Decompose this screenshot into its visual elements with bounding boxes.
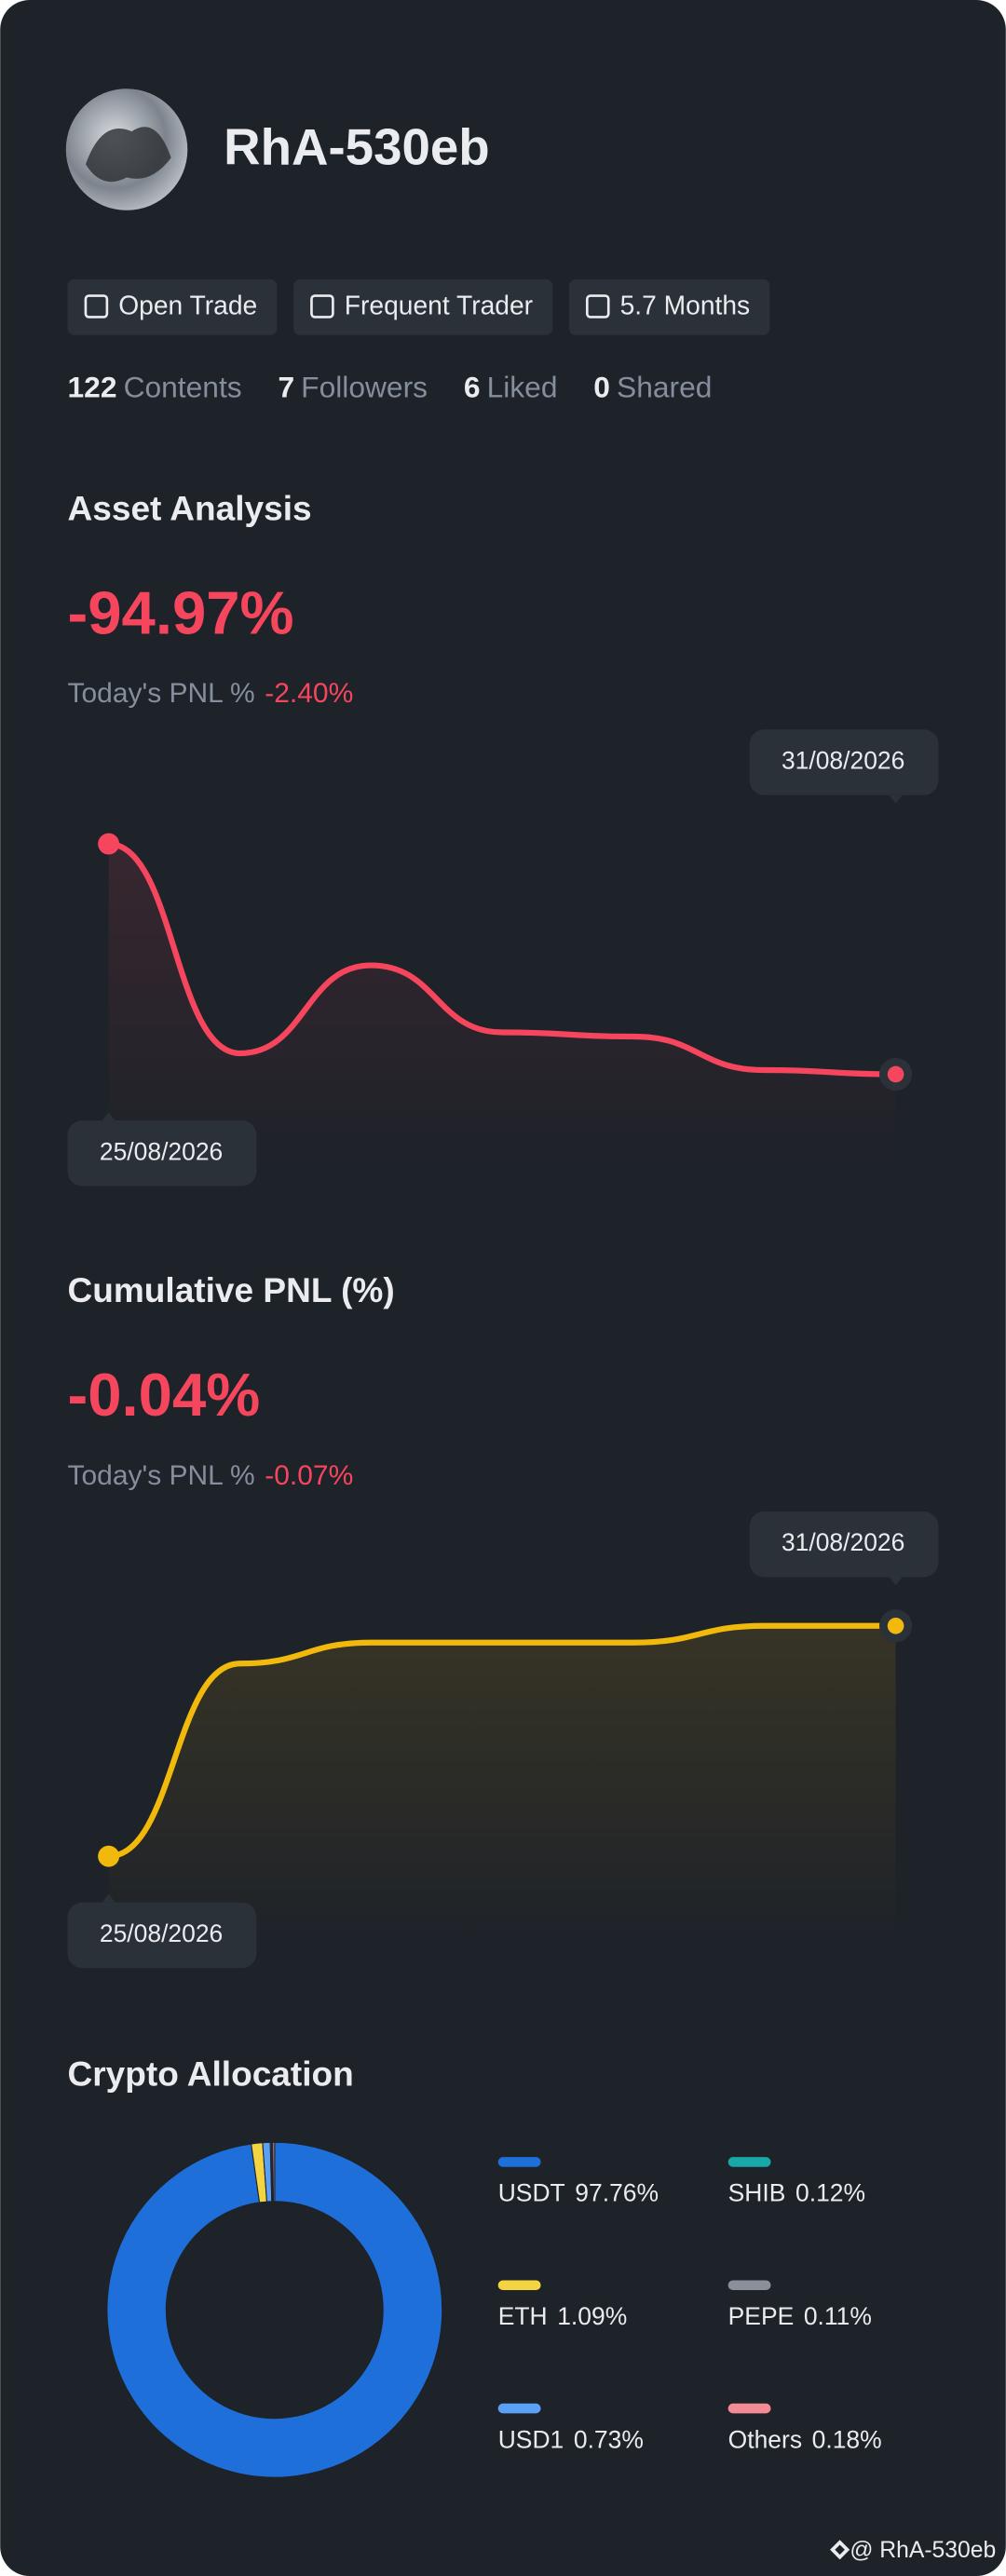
start-point (98, 833, 120, 855)
badge-label: Open Trade (118, 290, 257, 319)
badges: Open Trade Frequent Trader 5.7 Months (67, 278, 770, 335)
tooltip-pointer (889, 1577, 903, 1586)
legend-swatch (727, 2403, 771, 2414)
badge[interactable] (67, 278, 278, 335)
badge-icon (585, 294, 610, 319)
section-title: Cumulative PNL (%) (68, 1270, 395, 1309)
badge-label: 5.7 Months (620, 290, 751, 319)
watermark: @ RhA-530eb (850, 2538, 996, 2563)
stat-value: 7 (278, 370, 294, 403)
charts: Asset Analysis -94.97% Today's PNL % -2.40%… (67, 488, 939, 2478)
headline-value: -0.04% (68, 1361, 261, 1429)
legend-swatch (727, 2280, 771, 2291)
badge-label: Frequent Trader (345, 290, 533, 319)
date-tooltip (67, 1902, 257, 1969)
pie-slice (106, 2141, 443, 2478)
area (108, 844, 896, 1167)
end-point (887, 1617, 904, 1634)
legend-swatch (497, 2157, 541, 2167)
badge-icon (310, 294, 334, 319)
stat-value: 0 (593, 370, 610, 403)
stat-label: Shared (617, 370, 712, 403)
tooltip-pointer (889, 794, 903, 804)
line (108, 1622, 896, 1860)
subtitle-value: -0.07% (265, 1460, 353, 1491)
legend-name: Others (728, 2425, 802, 2453)
legend-swatch (727, 2157, 771, 2167)
end-point (887, 1065, 904, 1083)
badge[interactable] (293, 278, 553, 335)
user-name: RhA-530eb (224, 118, 490, 176)
legend-name: ETH (498, 2302, 548, 2330)
stats: 122 Contents 7 Followers 6 Liked 0 Shared (68, 370, 713, 403)
badge[interactable] (568, 278, 770, 335)
badge-icon (84, 294, 109, 319)
stat-label: Liked (487, 370, 558, 403)
legend-value: 0.18% (812, 2425, 882, 2453)
headline-value: -94.97% (68, 579, 294, 647)
stat-label: Contents (124, 370, 242, 403)
date-tooltip (749, 729, 939, 795)
legend-value: 1.09% (557, 2302, 627, 2330)
stat-label: Followers (301, 370, 428, 403)
subtitle-label: Today's PNL % (68, 678, 255, 709)
date-tooltip (749, 1511, 939, 1578)
date-label: 25/08/2026 (100, 1137, 223, 1165)
legend-name: SHIB (728, 2179, 786, 2207)
stat-value: 122 (68, 370, 117, 403)
legend-value: 0.73% (574, 2425, 644, 2453)
watermark-icon (830, 2540, 850, 2560)
date-label: 31/08/2026 (782, 746, 904, 774)
avatar-image (85, 127, 171, 183)
stat-value: 6 (464, 370, 481, 403)
legend-name: USDT (498, 2179, 565, 2207)
section-title: Crypto Allocation (68, 2054, 354, 2094)
date-tooltip (67, 1120, 257, 1186)
legend-value: 0.12% (795, 2179, 865, 2207)
tooltip-pointer (102, 1112, 116, 1121)
legend-value: 97.76% (575, 2179, 659, 2207)
date-label: 31/08/2026 (782, 1528, 904, 1556)
line (108, 841, 896, 1078)
legend-swatch (497, 2280, 541, 2291)
date-label: 25/08/2026 (100, 1919, 223, 1947)
legend-swatch (497, 2403, 541, 2414)
tooltip-pointer (102, 1893, 116, 1903)
section-title: Asset Analysis (68, 488, 312, 527)
legend-name: USD1 (498, 2425, 564, 2453)
subtitle-label: Today's PNL % (68, 1460, 255, 1491)
pie-slice (272, 2141, 276, 2203)
legend-name: PEPE (728, 2302, 795, 2330)
start-point (98, 1845, 120, 1867)
legend-value: 0.11% (804, 2302, 872, 2330)
subtitle-value: -2.40% (265, 678, 353, 709)
area (108, 1625, 896, 1949)
